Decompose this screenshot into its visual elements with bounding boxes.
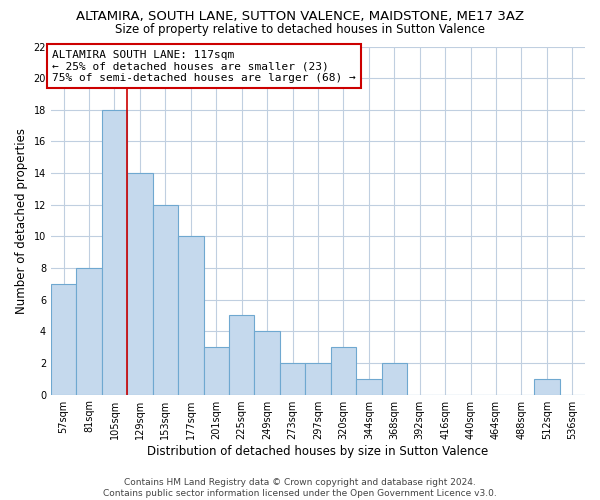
Bar xyxy=(51,284,76,395)
Text: ALTAMIRA, SOUTH LANE, SUTTON VALENCE, MAIDSTONE, ME17 3AZ: ALTAMIRA, SOUTH LANE, SUTTON VALENCE, MA… xyxy=(76,10,524,23)
Bar xyxy=(203,347,229,395)
Bar xyxy=(102,110,127,395)
Bar xyxy=(76,268,102,394)
Bar xyxy=(254,332,280,394)
Bar xyxy=(178,236,203,394)
Bar xyxy=(229,316,254,394)
Bar xyxy=(534,379,560,394)
Bar xyxy=(127,173,152,394)
Bar xyxy=(331,347,356,395)
Y-axis label: Number of detached properties: Number of detached properties xyxy=(15,128,28,314)
Bar xyxy=(305,363,331,394)
Text: Size of property relative to detached houses in Sutton Valence: Size of property relative to detached ho… xyxy=(115,22,485,36)
Bar xyxy=(382,363,407,394)
X-axis label: Distribution of detached houses by size in Sutton Valence: Distribution of detached houses by size … xyxy=(148,444,488,458)
Bar xyxy=(280,363,305,394)
Text: ALTAMIRA SOUTH LANE: 117sqm
← 25% of detached houses are smaller (23)
75% of sem: ALTAMIRA SOUTH LANE: 117sqm ← 25% of det… xyxy=(52,50,356,83)
Text: Contains HM Land Registry data © Crown copyright and database right 2024.
Contai: Contains HM Land Registry data © Crown c… xyxy=(103,478,497,498)
Bar xyxy=(152,204,178,394)
Bar xyxy=(356,379,382,394)
